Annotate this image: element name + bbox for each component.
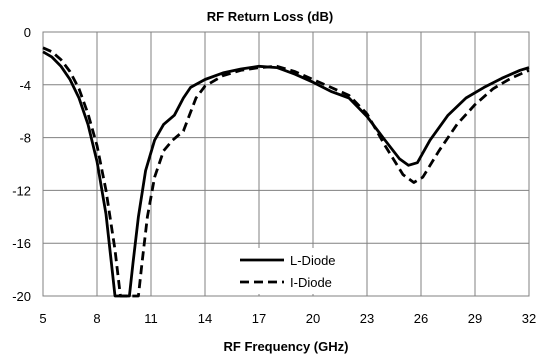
x-tick-label: 11 — [144, 311, 158, 326]
y-tick-label: -8 — [19, 131, 31, 146]
y-tick-label: 0 — [24, 25, 31, 40]
x-tick-label: 8 — [93, 311, 100, 326]
y-tick-label: -16 — [12, 236, 31, 251]
y-tick-label: -20 — [12, 289, 31, 304]
x-tick-label: 23 — [360, 311, 374, 326]
legend-label-l-diode: L-Diode — [290, 253, 336, 268]
x-tick-label: 26 — [414, 311, 428, 326]
x-tick-label: 29 — [468, 311, 482, 326]
series-layer — [42, 46, 530, 298]
y-tick-label: -4 — [19, 78, 31, 93]
series-line-l-diode — [42, 50, 530, 298]
x-tick-label: 32 — [522, 311, 536, 326]
y-tick-label: -12 — [12, 183, 31, 198]
legend: L-Diode I-Diode — [232, 248, 354, 294]
x-tick-label: 17 — [252, 311, 266, 326]
legend-label-i-diode: I-Diode — [290, 275, 332, 290]
axis-layer: 5 8 11 14 17 20 23 26 29 32 0 -4 -8 -12 -16 -20 — [12, 25, 536, 326]
x-tick-label: 14 — [198, 311, 212, 326]
legend-box — [232, 248, 354, 294]
chart-title: RF Return Loss (dB) — [207, 9, 333, 24]
x-tick-label: 20 — [306, 311, 320, 326]
x-axis-label: RF Frequency (GHz) — [224, 339, 349, 354]
series-line-i-diode — [42, 46, 530, 298]
grid — [43, 32, 529, 296]
x-tick-label: 5 — [39, 311, 46, 326]
